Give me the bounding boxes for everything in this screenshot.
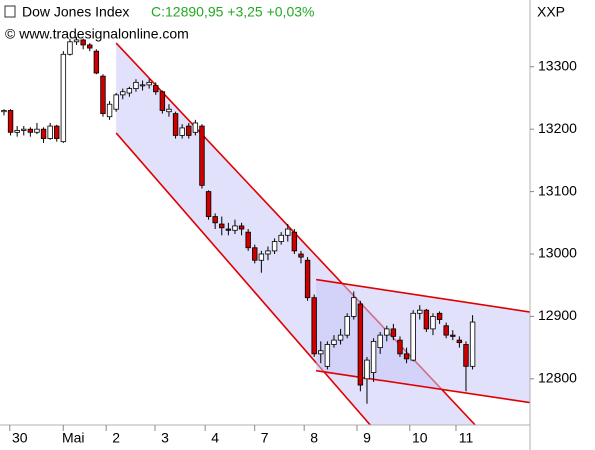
candle-body <box>1 110 7 113</box>
candle-body <box>93 50 100 74</box>
x-tick-label: 3 <box>161 430 169 446</box>
candle-body <box>186 125 192 136</box>
candle-body <box>430 316 436 330</box>
candle-body <box>337 334 344 341</box>
candle-body <box>34 128 40 133</box>
symbol: XXP <box>537 4 565 20</box>
candle-body <box>80 39 86 46</box>
candle-body <box>40 128 47 139</box>
candle-body <box>351 297 357 317</box>
candle-body <box>357 303 364 386</box>
candle-body <box>212 216 218 224</box>
candle-body <box>265 250 271 255</box>
candle-body <box>423 309 430 330</box>
candle-body <box>417 309 423 314</box>
candle-body <box>324 344 331 367</box>
candle-body <box>67 41 73 55</box>
candle-body <box>166 108 172 113</box>
x-tick-label: 11 <box>459 430 474 446</box>
candles <box>1 36 476 404</box>
candle-body <box>298 253 304 258</box>
candle-body <box>21 128 27 131</box>
candle-body <box>443 325 449 336</box>
candle-body <box>54 125 60 139</box>
candle-body <box>113 94 119 110</box>
candle-body <box>205 191 212 217</box>
candle-body <box>106 103 113 118</box>
x-tick-label: 8 <box>310 430 318 446</box>
y-tick-label: 12800 <box>538 370 577 386</box>
candle-body <box>278 234 284 242</box>
y-tick-label: 13000 <box>538 245 577 261</box>
candle-body <box>384 328 390 336</box>
candle-body <box>304 259 311 299</box>
candle-body <box>410 312 416 361</box>
candle-body <box>47 125 53 139</box>
candle-body <box>199 125 205 186</box>
x-tick-label: 10 <box>412 430 428 446</box>
candle-body <box>331 339 337 345</box>
x-tick-label: Mai <box>62 430 85 446</box>
candle-body <box>73 39 80 43</box>
candle-body <box>377 334 383 349</box>
candle-body <box>133 81 139 90</box>
candle-body <box>291 231 298 252</box>
candle-body <box>87 44 93 49</box>
candle-body <box>146 81 152 86</box>
candle-body <box>153 85 159 93</box>
candle-body <box>100 75 106 114</box>
candle-body <box>318 350 324 355</box>
candle-body <box>238 225 245 230</box>
candle-body <box>139 84 146 87</box>
candle-body <box>225 228 232 231</box>
quote: C:12890,95 +3,25 +0,03% <box>151 4 314 20</box>
chart-title: Dow Jones Index <box>22 4 129 20</box>
candle-body <box>311 297 317 355</box>
candle-body <box>252 247 258 261</box>
candle-body <box>390 328 397 337</box>
channel-line <box>115 132 371 425</box>
candle-body <box>436 312 443 320</box>
x-tick-label: 4 <box>211 430 219 446</box>
candle-body <box>271 241 278 252</box>
candle-body <box>232 225 238 231</box>
candle-body <box>450 334 456 337</box>
candle-body <box>403 353 410 360</box>
candle-body <box>120 91 126 96</box>
candle-body <box>456 339 463 344</box>
y-tick-label: 13100 <box>538 182 577 198</box>
y-tick-label: 13300 <box>538 57 577 73</box>
candle-body <box>397 339 403 355</box>
candle-body <box>364 359 370 380</box>
candle-body <box>159 91 166 111</box>
candle-body <box>370 340 377 373</box>
candle-body <box>60 53 67 143</box>
candle-body <box>463 344 469 367</box>
x-tick-label: 2 <box>112 430 120 446</box>
candle-body <box>344 316 350 336</box>
y-tick-label: 13200 <box>538 120 577 136</box>
candle-body <box>14 130 20 133</box>
candle-body <box>219 223 225 229</box>
x-tick-label: 7 <box>261 430 269 446</box>
channel-line <box>316 369 530 404</box>
candle-body <box>27 128 34 133</box>
candle-body <box>7 110 14 133</box>
source: © www.tradesignalonline.com <box>5 26 189 42</box>
candle-body <box>192 122 199 133</box>
x-tick-label: 30 <box>12 430 28 446</box>
candle-body <box>469 321 476 367</box>
candle-body <box>245 231 251 249</box>
candle-body <box>258 253 265 261</box>
candle-body <box>126 88 133 94</box>
x-tick-label: 9 <box>363 430 371 446</box>
icon <box>4 5 16 18</box>
candle-body <box>172 113 179 136</box>
candle-body <box>285 228 291 236</box>
candle-body <box>179 127 185 136</box>
channel-line <box>316 278 530 313</box>
y-tick-label: 12900 <box>538 307 577 323</box>
